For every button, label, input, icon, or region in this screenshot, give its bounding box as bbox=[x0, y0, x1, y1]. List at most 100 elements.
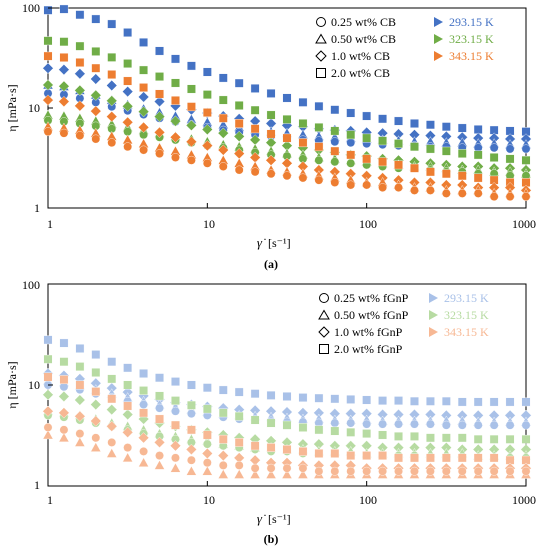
y-tick-label: 10 bbox=[28, 101, 40, 115]
data-point bbox=[298, 463, 308, 473]
data-point bbox=[59, 37, 69, 47]
legend-temp-label: 343.15 K bbox=[444, 325, 489, 339]
data-point bbox=[139, 65, 148, 75]
data-point bbox=[58, 96, 70, 108]
data-point bbox=[266, 169, 276, 179]
data-point bbox=[426, 433, 435, 443]
data-point bbox=[410, 453, 419, 463]
data-point bbox=[266, 418, 276, 428]
data-point bbox=[346, 158, 356, 168]
data-point bbox=[74, 100, 86, 112]
y-tick-label: 10 bbox=[28, 378, 40, 392]
data-point bbox=[171, 406, 180, 416]
data-point bbox=[155, 72, 164, 82]
data-point bbox=[521, 434, 531, 444]
data-point bbox=[91, 368, 101, 377]
data-point bbox=[58, 64, 70, 76]
data-point bbox=[234, 387, 244, 397]
data-point bbox=[171, 396, 180, 406]
data-point bbox=[59, 128, 69, 138]
legend-triangle-icon bbox=[315, 33, 327, 44]
data-point bbox=[201, 465, 213, 476]
data-point bbox=[42, 79, 54, 91]
data-point bbox=[218, 385, 228, 395]
data-point bbox=[106, 420, 118, 432]
data-point bbox=[457, 420, 467, 430]
data-point bbox=[74, 68, 86, 80]
data-point bbox=[171, 153, 180, 162]
data-point bbox=[346, 150, 356, 160]
data-point bbox=[123, 28, 133, 37]
data-point bbox=[314, 425, 324, 435]
legend: 0.25 wt% fGnP 0.50 wt% fGnP 1.0 wt% fGnP… bbox=[318, 291, 489, 356]
data-point bbox=[107, 357, 117, 367]
data-point bbox=[123, 76, 133, 86]
data-point bbox=[473, 466, 483, 476]
data-point bbox=[122, 116, 134, 128]
data-point bbox=[106, 79, 118, 92]
data-point bbox=[186, 84, 196, 94]
data-point bbox=[201, 140, 213, 152]
data-point bbox=[282, 93, 292, 103]
legend-triangle-icon bbox=[318, 309, 330, 320]
data-point bbox=[234, 165, 244, 175]
data-point bbox=[330, 449, 340, 458]
data-point bbox=[123, 401, 133, 411]
data-point bbox=[75, 429, 85, 439]
data-point bbox=[346, 138, 356, 148]
data-point bbox=[90, 442, 102, 452]
data-point bbox=[59, 53, 69, 62]
data-point bbox=[169, 131, 182, 143]
data-point bbox=[426, 419, 435, 429]
x-tick-label: 10 bbox=[203, 217, 215, 231]
data-point bbox=[489, 453, 499, 463]
legend-label: 0.50 wt% CB bbox=[331, 32, 396, 46]
data-point bbox=[90, 89, 102, 101]
data-point bbox=[282, 445, 292, 454]
data-point bbox=[362, 395, 372, 405]
data-point bbox=[171, 377, 180, 387]
data-markers bbox=[42, 4, 532, 202]
data-point bbox=[314, 449, 324, 458]
data-point bbox=[394, 466, 403, 476]
data-point bbox=[521, 144, 531, 154]
data-point bbox=[155, 149, 164, 158]
data-point bbox=[362, 180, 372, 190]
data-point bbox=[489, 192, 499, 202]
legend: 0.25 wt% CB 0.50 wt% CB 1.0 wt% CB 2.0 w… bbox=[315, 15, 494, 80]
data-point bbox=[250, 463, 260, 473]
data-point bbox=[410, 396, 419, 406]
x-tick-label: 1 bbox=[47, 493, 53, 507]
data-markers bbox=[42, 335, 532, 479]
data-point bbox=[505, 397, 515, 407]
data-point bbox=[505, 466, 515, 476]
data-point bbox=[473, 150, 483, 160]
data-point bbox=[314, 101, 324, 111]
data-point bbox=[139, 145, 148, 155]
data-point bbox=[170, 462, 181, 473]
data-point bbox=[426, 120, 435, 130]
data-point bbox=[107, 438, 117, 447]
x-tick-label: 1000 bbox=[512, 493, 536, 507]
legend-marker-icon bbox=[429, 293, 438, 303]
data-point bbox=[123, 59, 133, 68]
data-point bbox=[202, 458, 212, 468]
data-point bbox=[107, 374, 117, 384]
data-point bbox=[185, 119, 197, 131]
data-point bbox=[155, 414, 164, 424]
data-point bbox=[346, 418, 356, 428]
data-point bbox=[282, 392, 292, 401]
data-point bbox=[91, 433, 101, 443]
data-point bbox=[330, 178, 340, 187]
data-point bbox=[186, 61, 196, 71]
legend-marker-icon bbox=[429, 310, 438, 320]
data-point bbox=[218, 113, 228, 123]
data-point bbox=[201, 447, 213, 459]
data-point bbox=[59, 338, 69, 348]
data-point bbox=[186, 155, 196, 165]
data-point bbox=[90, 415, 102, 427]
data-point bbox=[426, 466, 435, 476]
data-point bbox=[218, 73, 228, 83]
data-point bbox=[91, 63, 101, 73]
data-point bbox=[123, 363, 133, 373]
